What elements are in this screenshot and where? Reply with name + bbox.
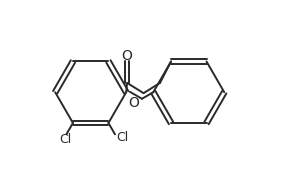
Text: Cl: Cl	[116, 131, 129, 144]
Text: O: O	[122, 49, 132, 63]
Text: O: O	[128, 96, 139, 110]
Text: Cl: Cl	[59, 133, 72, 146]
